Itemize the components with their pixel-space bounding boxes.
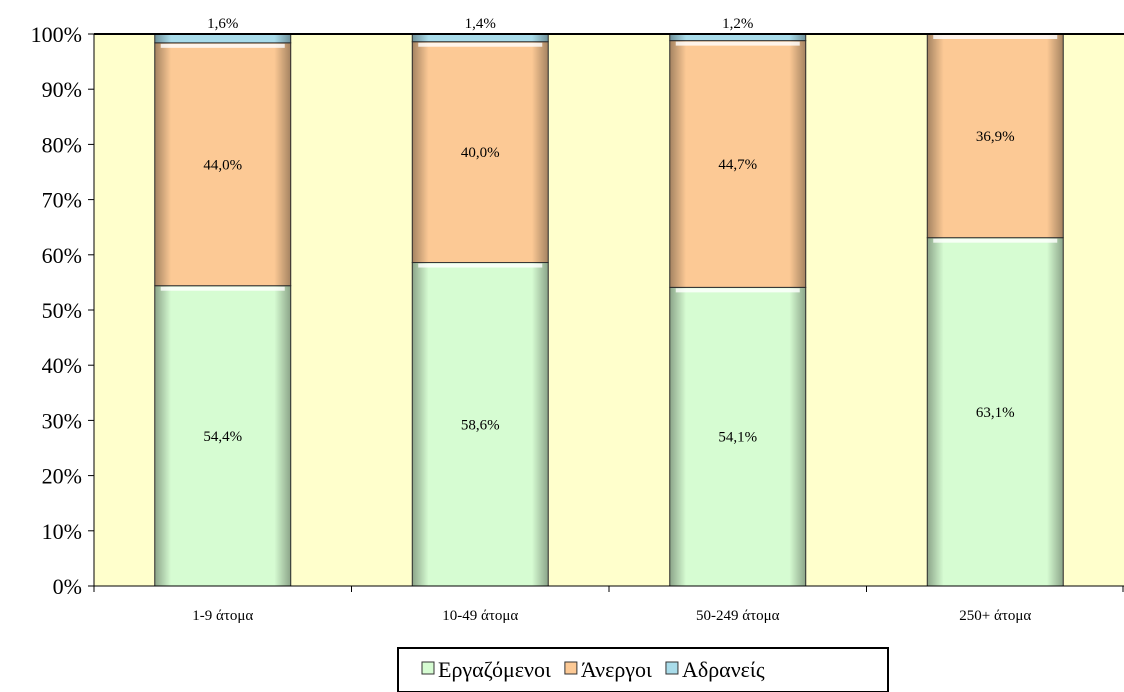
- y-tick-label: 10%: [42, 519, 82, 544]
- bar-shade: [412, 262, 549, 586]
- bar-highlight: [160, 43, 285, 48]
- legend-item: Άνεργοι: [564, 657, 652, 682]
- y-tick-label: 60%: [42, 243, 82, 268]
- y-tick-label: 0%: [53, 574, 82, 599]
- legend-label: Άνεργοι: [581, 657, 652, 682]
- x-tick-label: 50-249 άτομα: [696, 608, 780, 624]
- bar-highlight: [675, 288, 800, 293]
- data-label: 58,6%: [461, 417, 500, 433]
- y-tick-label: 90%: [42, 77, 82, 102]
- data-label: 1,2%: [722, 16, 753, 32]
- data-label: 1,4%: [465, 16, 496, 32]
- legend-label: Εργαζόμενοι: [438, 657, 551, 682]
- y-tick-label: 100%: [31, 22, 82, 47]
- bar-segment-2-cat-1: [154, 42, 292, 287]
- bar-shade: [927, 34, 1064, 238]
- bar-highlight: [933, 35, 1058, 39]
- bar-segment-1-cat-4: [926, 237, 1064, 587]
- bars-group: [154, 33, 1064, 587]
- y-tick-label: 30%: [42, 408, 82, 433]
- bar-highlight: [418, 42, 543, 47]
- axes-group: 0% 10% 20% 30% 40% 50% 60% 70% 80% 90% 100% 1-9 άτο…: [31, 22, 1124, 624]
- legend-box: [397, 647, 889, 692]
- bar-segment-2-cat-2: [411, 41, 549, 264]
- legend-swatch: [665, 661, 679, 675]
- bar-highlight: [418, 263, 543, 268]
- data-label: 36,9%: [976, 129, 1015, 145]
- y-tick-label: 20%: [42, 464, 82, 489]
- data-label: 54,1%: [718, 430, 757, 446]
- data-label: 1,6%: [207, 16, 238, 32]
- bar-segment-2-cat-3: [669, 40, 807, 288]
- bar-shade: [669, 34, 806, 41]
- data-label: 63,1%: [976, 405, 1015, 421]
- legend-swatch: [421, 661, 435, 675]
- bar-segment-3-cat-2: [411, 33, 549, 43]
- bar-highlight: [675, 41, 800, 46]
- bar-shade: [412, 34, 549, 42]
- y-tick-label: 80%: [42, 132, 82, 157]
- data-label: 44,0%: [203, 157, 242, 173]
- bar-segment-1-cat-3: [669, 286, 807, 587]
- legend: Εργαζόμενοι Άνεργοι Αδρανείς: [397, 647, 889, 692]
- legend-swatch: [564, 661, 578, 675]
- labels-group: 54,4% 44,0% 1,6% 58,6% 40,0% 1,4% 54,1% 44,7% 1,…: [203, 16, 1014, 446]
- x-tick-label: 1-9 άτομα: [192, 608, 253, 624]
- bar-shade: [154, 34, 291, 43]
- data-label: 40,0%: [461, 145, 500, 161]
- legend-item: Εργαζόμενοι: [421, 657, 551, 682]
- bar-segment-3-cat-1: [154, 33, 292, 44]
- legend-label: Αδρανείς: [682, 657, 765, 682]
- y-tick-label: 50%: [42, 298, 82, 323]
- y-tick-label: 40%: [42, 353, 82, 378]
- bar-highlight: [160, 286, 285, 291]
- data-label: 44,7%: [718, 157, 757, 173]
- y-tick-label: 70%: [42, 188, 82, 213]
- bar-shade: [154, 42, 291, 286]
- data-label: 54,4%: [203, 429, 242, 445]
- x-tick-label: 10-49 άτομα: [442, 608, 518, 624]
- bar-segment-1-cat-1: [154, 285, 292, 587]
- bar-shade: [669, 40, 806, 288]
- bar-shade: [927, 237, 1064, 587]
- legend-item: Αδρανείς: [665, 657, 765, 682]
- bar-shade: [669, 287, 806, 586]
- bar-segment-1-cat-2: [411, 262, 549, 587]
- x-tick-label: 250+ άτομα: [959, 608, 1031, 624]
- bar-shade: [412, 41, 549, 263]
- bar-highlight: [933, 238, 1058, 243]
- bar-shade: [154, 285, 291, 586]
- bar-segment-2-cat-4: [926, 33, 1064, 239]
